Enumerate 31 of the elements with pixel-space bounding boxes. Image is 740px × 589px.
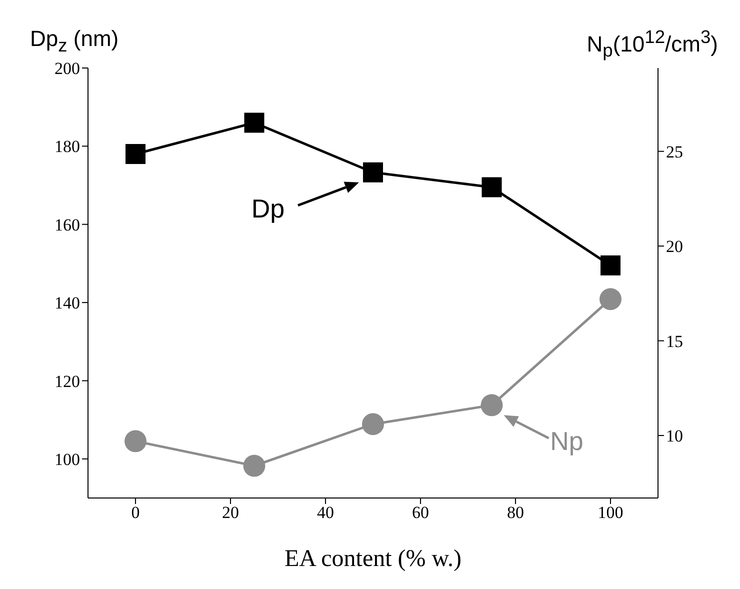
x-tick-label: 40 — [317, 503, 334, 522]
x-tick-label: 60 — [412, 503, 429, 522]
y2-tick-label: 25 — [666, 142, 683, 162]
point — [126, 144, 146, 164]
y2-tick-label: 20 — [666, 237, 683, 256]
x-tick-label: 80 — [507, 503, 524, 522]
y-tick-label: 100 — [54, 450, 80, 469]
x-tick-label: 100 — [598, 503, 624, 522]
x-tick-label: 20 — [222, 503, 239, 522]
point — [243, 454, 266, 477]
y-tick-label: 160 — [54, 215, 80, 234]
x-tick-label: 0 — [131, 503, 140, 522]
legend-label: Np — [550, 426, 584, 456]
point — [480, 394, 503, 416]
text: Dp — [251, 193, 285, 224]
y2-axis-title: N$_{p}$(10$^{12}$/cm$^{3}$) — [586, 26, 718, 62]
y-tick-label: 120 — [54, 372, 80, 391]
y2-tick-label: 15 — [666, 332, 683, 351]
x-axis-title: EA content (% w.) — [284, 546, 462, 572]
point — [482, 177, 502, 198]
y2-tick-label: 10 — [666, 426, 683, 446]
y-axis-title: Dp$_{z}$ (nm) — [30, 26, 119, 56]
point — [363, 162, 383, 182]
point — [124, 430, 146, 452]
point — [362, 413, 384, 436]
point — [600, 255, 620, 276]
point — [600, 288, 622, 310]
y-tick-label: 140 — [54, 294, 80, 313]
y-tick-label: 200 — [54, 59, 80, 78]
y-tick-label: 180 — [54, 137, 80, 156]
point — [244, 112, 264, 133]
